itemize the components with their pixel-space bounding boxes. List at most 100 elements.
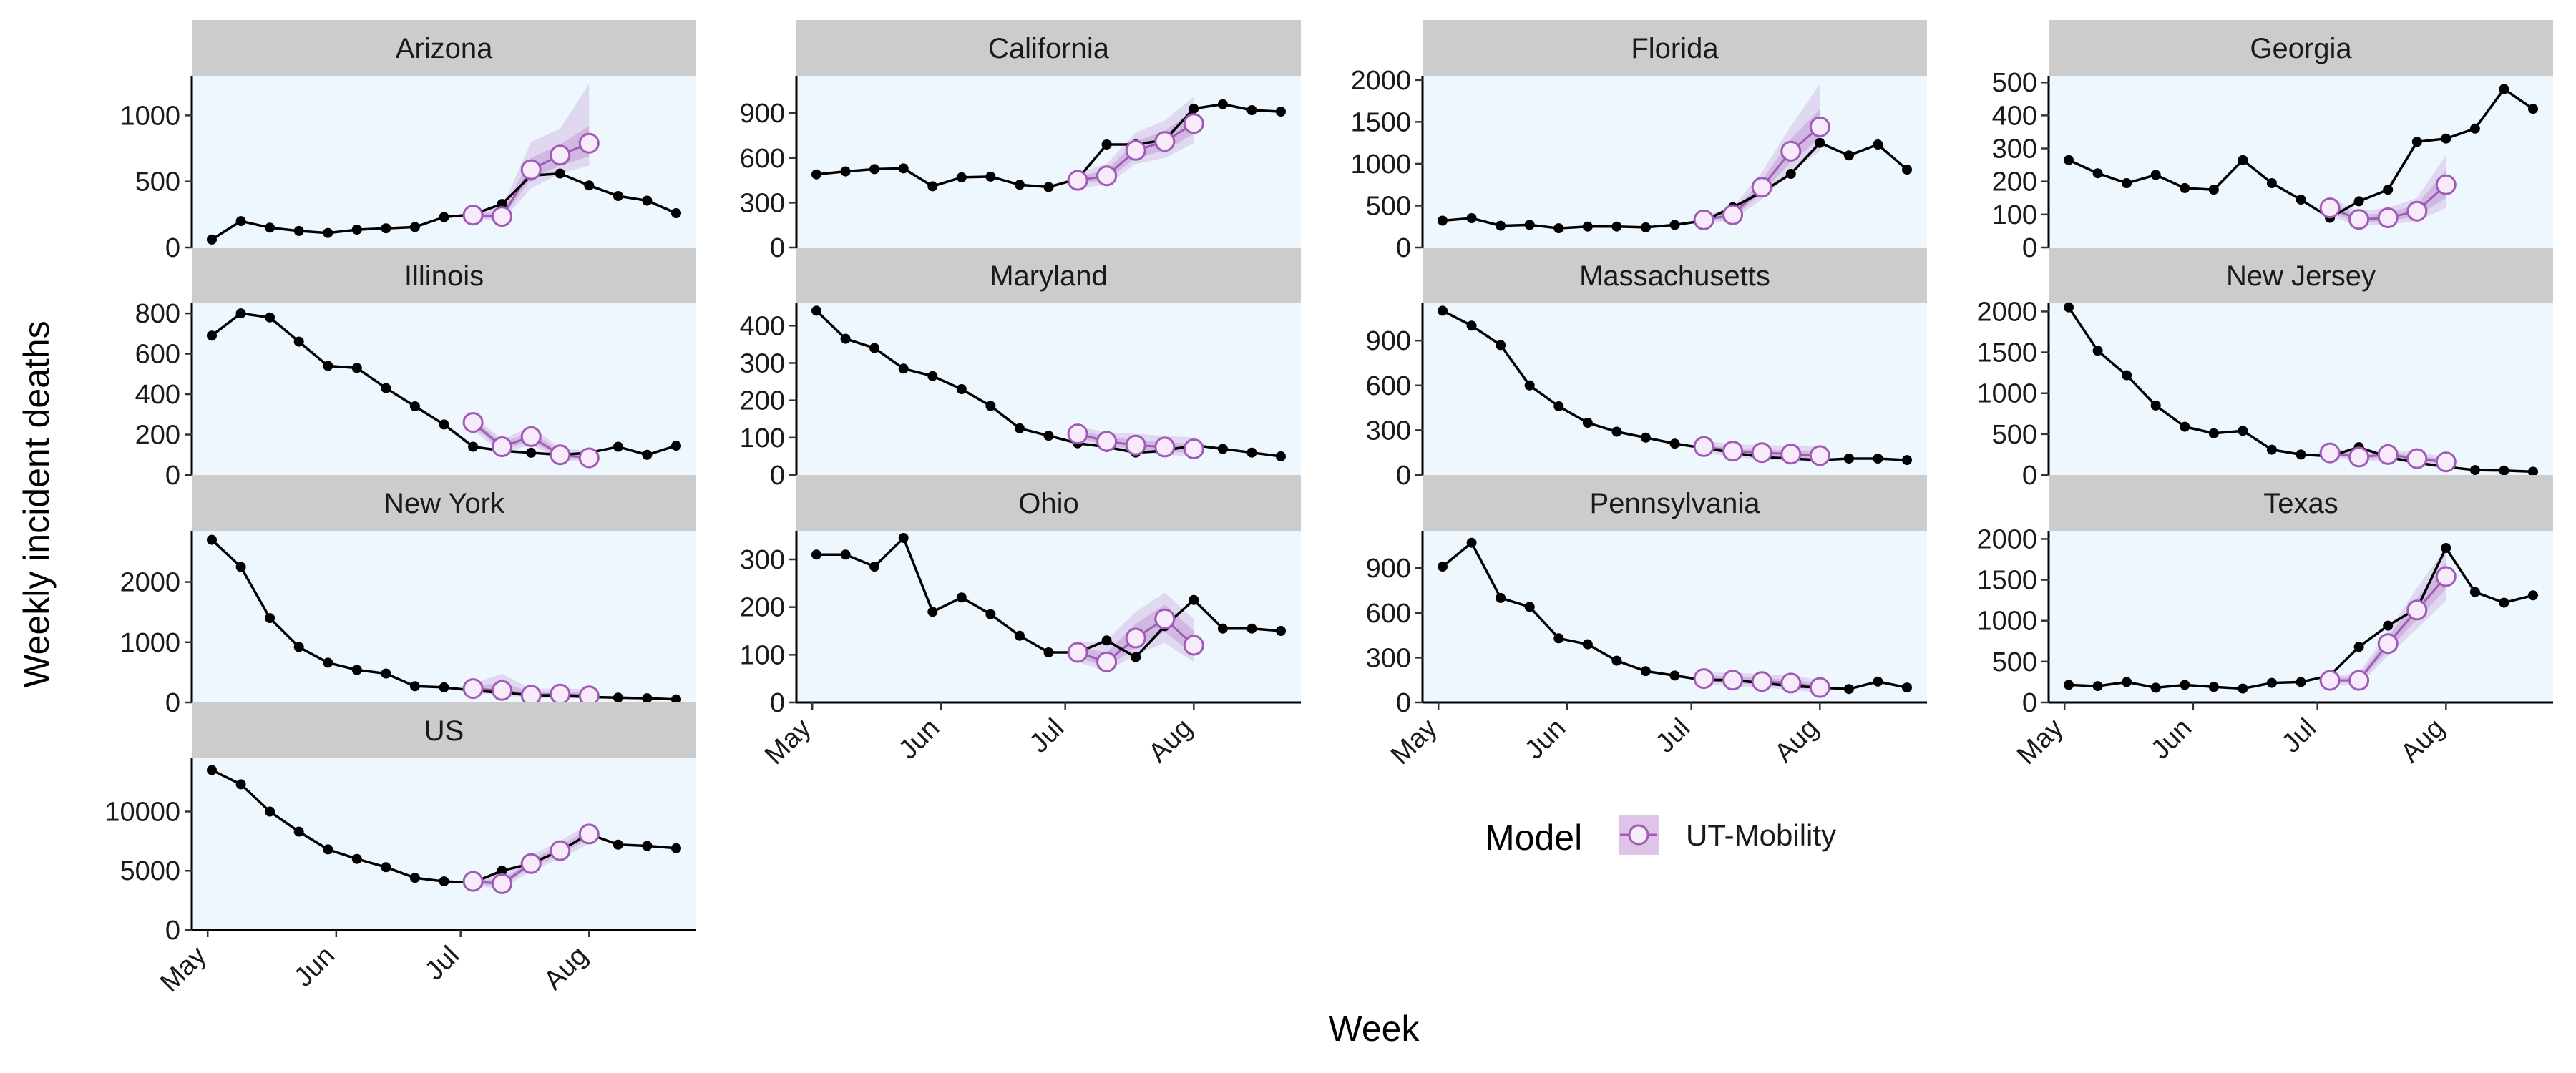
y-tick-label-illinois: 800	[135, 299, 180, 329]
observed-point-new-york	[265, 613, 275, 624]
y-tick-label-maryland: 0	[770, 461, 785, 491]
x-tick-label-pennsylvania: Jun	[1519, 713, 1571, 765]
observed-point-massachusetts	[1640, 432, 1651, 443]
forecast-point-california	[1125, 139, 1146, 161]
forecast-point-us	[462, 871, 484, 892]
y-tick-label-georgia: 200	[1992, 167, 2037, 197]
observed-point-georgia	[2092, 168, 2103, 179]
panel-background-new-jersey	[2049, 303, 2553, 475]
y-tick-label-maryland: 100	[740, 423, 785, 454]
observed-point-maryland	[840, 333, 851, 344]
forecast-point-california	[1067, 170, 1088, 191]
observed-point-illinois	[613, 441, 623, 452]
forecast-point-new-york	[550, 683, 571, 705]
panel-background-new-york	[192, 531, 696, 702]
y-tick-label-pennsylvania: 300	[1366, 643, 1411, 673]
strip-maryland	[796, 248, 1301, 303]
observed-point-maryland	[869, 343, 880, 353]
x-tick-label-us: Jul	[419, 941, 465, 986]
observed-point-georgia	[2296, 195, 2306, 205]
observed-point-ohio	[956, 592, 967, 603]
observed-point-florida	[1785, 169, 1796, 179]
observed-point-california	[1189, 103, 1199, 114]
observed-point-florida	[1873, 139, 1883, 150]
x-tick-label-texas: Jun	[2145, 713, 2197, 765]
observed-point-maryland	[956, 384, 967, 394]
observed-point-new-york	[439, 682, 449, 692]
x-tick-label-ohio: Jul	[1024, 713, 1070, 759]
observed-point-new-jersey	[2180, 421, 2190, 432]
forecast-point-texas	[2406, 599, 2428, 621]
observed-point-massachusetts	[1466, 320, 1477, 331]
forecast-point-florida	[1780, 140, 1802, 162]
observed-point-texas	[2208, 682, 2219, 692]
strip-label-florida: Florida	[1631, 33, 1719, 64]
panel-background-massachusetts	[1423, 303, 1927, 475]
strip-label-illinois: Illinois	[404, 260, 484, 292]
observed-point-new-york	[323, 657, 333, 668]
forecast-point-florida	[1751, 177, 1772, 198]
y-tick-label-maryland: 400	[740, 311, 785, 341]
panel-background-texas	[2049, 531, 2553, 702]
forecast-point-california	[1154, 131, 1176, 152]
observed-point-ohio	[1131, 652, 1141, 662]
observed-point-illinois	[468, 441, 479, 452]
observed-point-florida	[1640, 222, 1651, 232]
legend-label-ut-mobility: UT-Mobility	[1686, 818, 1836, 852]
observed-point-us	[497, 866, 507, 876]
y-tick-label-massachusetts: 600	[1366, 371, 1411, 401]
y-tick-label-ohio: 300	[740, 545, 785, 575]
panel-background-maryland	[796, 303, 1301, 475]
observed-point-georgia	[2122, 178, 2132, 188]
observed-point-illinois	[439, 419, 449, 430]
y-tick-label-ohio: 100	[740, 640, 785, 670]
y-tick-label-georgia: 0	[2022, 233, 2037, 263]
forecast-point-arizona	[550, 144, 571, 166]
forecast-point-georgia	[2435, 174, 2457, 195]
observed-point-new-york	[642, 693, 653, 704]
forecast-point-florida	[1693, 209, 1714, 230]
observed-point-california	[985, 171, 996, 182]
observed-point-new-jersey	[2469, 465, 2480, 476]
observed-point-texas	[2528, 590, 2538, 601]
observed-point-massachusetts	[1611, 426, 1622, 437]
observed-point-us	[293, 826, 304, 837]
forecast-point-massachusetts	[1693, 436, 1714, 457]
forecast-point-us	[578, 823, 600, 845]
observed-point-texas	[2383, 620, 2394, 631]
observed-point-texas	[2238, 683, 2248, 694]
observed-point-georgia	[2441, 133, 2451, 144]
observed-point-ohio	[811, 549, 821, 560]
y-tick-label-massachusetts: 900	[1366, 326, 1411, 356]
forecast-point-ohio	[1125, 627, 1146, 649]
panel-new-york: New York 0 1000 2000	[119, 475, 696, 718]
y-tick-label-florida: 1000	[1350, 150, 1411, 180]
y-tick-label-new-jersey: 500	[1992, 420, 2037, 450]
observed-point-pennsylvania	[1466, 537, 1477, 548]
observed-point-arizona	[265, 222, 275, 233]
observed-point-us	[351, 853, 362, 864]
observed-point-massachusetts	[1873, 454, 1883, 464]
y-tick-label-arizona: 0	[165, 233, 180, 263]
forecast-point-us	[550, 840, 571, 861]
observed-point-texas	[2150, 682, 2161, 693]
forecast-point-florida	[1809, 116, 1830, 137]
observed-point-new-jersey	[2266, 444, 2277, 455]
observed-point-new-jersey	[2208, 428, 2219, 438]
observed-point-florida	[1438, 215, 1448, 226]
y-tick-label-florida: 2000	[1350, 66, 1411, 96]
y-tick-label-texas: 1000	[1976, 607, 2037, 637]
y-tick-label-maryland: 300	[740, 348, 785, 378]
observed-point-us	[207, 765, 217, 775]
forecast-point-new-york	[462, 678, 484, 700]
observed-point-illinois	[671, 441, 681, 451]
forecast-point-illinois	[550, 444, 571, 466]
x-tick-label-pennsylvania: Aug	[1769, 713, 1825, 769]
y-tick-label-new-jersey: 2000	[1976, 297, 2037, 327]
observed-point-maryland	[1276, 451, 1286, 461]
observed-point-ohio	[1101, 635, 1112, 646]
forecast-point-texas	[2319, 670, 2341, 691]
forecast-point-ohio	[1183, 635, 1204, 656]
forecast-point-georgia	[2377, 207, 2399, 228]
observed-point-california	[869, 164, 880, 175]
